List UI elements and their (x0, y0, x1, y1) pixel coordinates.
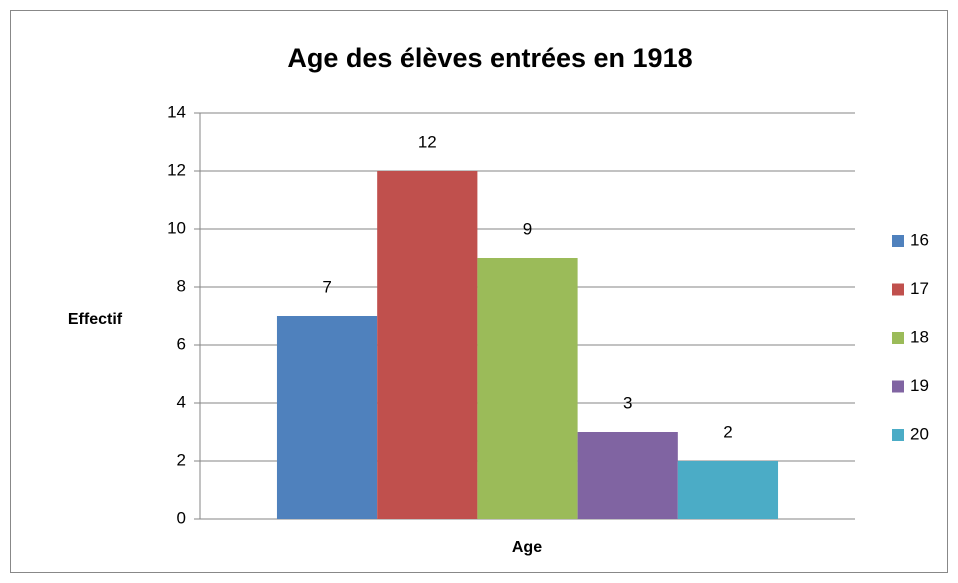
legend-label: 20 (910, 424, 929, 443)
y-tick-label: 4 (177, 392, 186, 411)
data-label: 2 (723, 422, 732, 441)
data-label: 12 (418, 132, 437, 151)
y-tick-label: 10 (167, 218, 186, 237)
y-tick-label: 2 (177, 450, 186, 469)
bar (477, 258, 578, 519)
legend-swatch (892, 235, 904, 247)
bar (276, 316, 378, 519)
chart-title: Age des élèves entrées en 1918 (287, 43, 692, 73)
bar (677, 461, 779, 519)
y-tick-label: 8 (177, 276, 186, 295)
legend-swatch (892, 380, 904, 393)
legend-swatch (892, 332, 904, 344)
bar (577, 432, 678, 519)
legend-swatch (892, 283, 904, 296)
y-tick-label: 6 (177, 334, 186, 353)
data-label: 3 (623, 393, 632, 412)
legend-label: 16 (910, 230, 929, 249)
y-tick-label: 0 (177, 508, 186, 527)
y-tick-label: 12 (167, 160, 186, 179)
bar (377, 171, 478, 519)
y-tick-label: 14 (167, 102, 186, 121)
legend-swatch (892, 429, 904, 441)
x-axis-title: Age (512, 539, 542, 556)
data-label: 9 (523, 219, 532, 238)
legend-label: 18 (910, 327, 929, 346)
legend-label: 19 (910, 376, 929, 395)
data-label: 7 (322, 277, 331, 296)
legend-label: 17 (910, 279, 929, 298)
y-axis-title: Effectif (68, 311, 123, 328)
